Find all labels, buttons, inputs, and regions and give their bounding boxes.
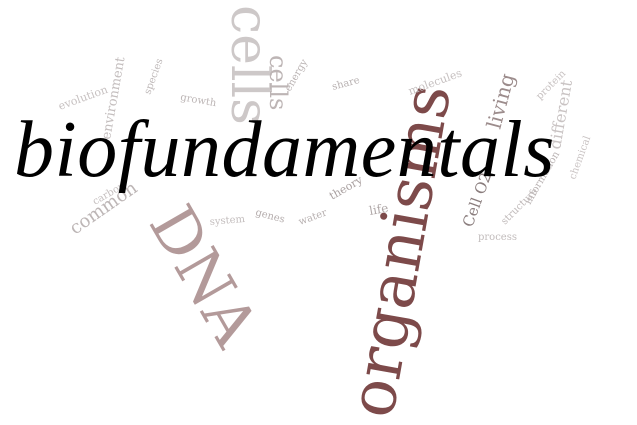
word-species: species [142, 57, 165, 96]
word-process: process [478, 232, 517, 243]
word-cells-small: cells [264, 55, 292, 110]
word-cells-large: cells [219, 5, 279, 125]
page-title: biofundamentals [14, 106, 555, 194]
word-dna: DNA [135, 193, 273, 359]
word-water: water [297, 207, 328, 227]
word-share: share [331, 75, 361, 93]
word-genes: genes [254, 207, 286, 225]
word-system: system [209, 214, 246, 228]
word-life: life [368, 201, 389, 218]
